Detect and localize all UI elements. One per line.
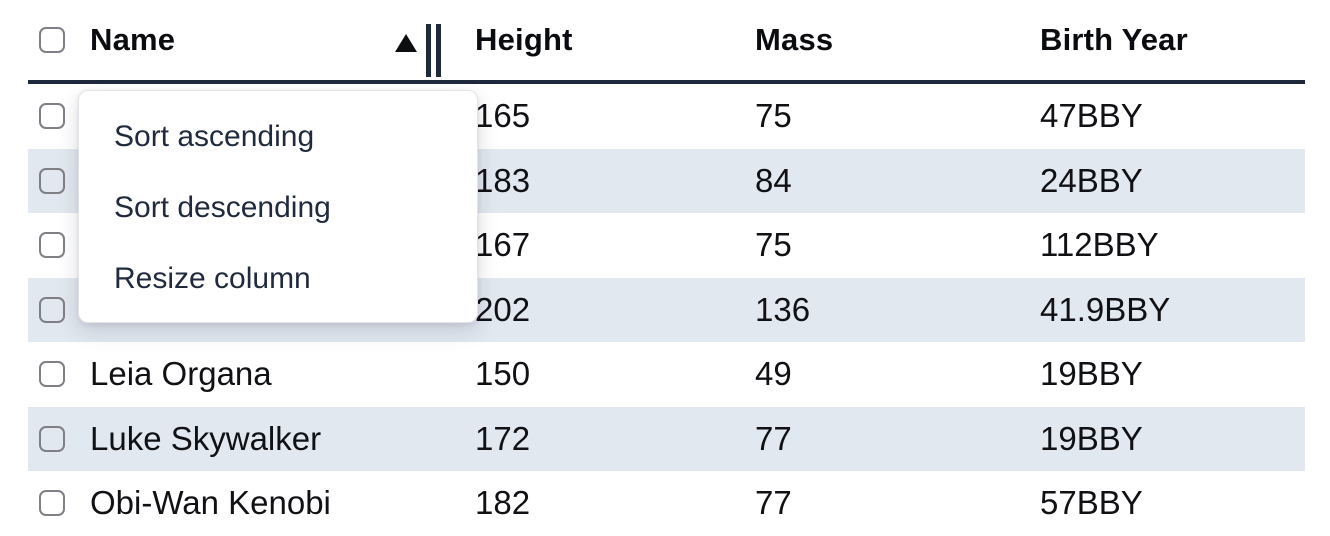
- row-checkbox[interactable]: [39, 425, 65, 452]
- cell-birth-year: 112BBY: [1040, 226, 1159, 264]
- cell-mass: 75: [755, 226, 792, 264]
- column-header-name[interactable]: Name: [90, 0, 475, 80]
- cell-height: 202: [475, 290, 531, 328]
- cell-birth-year: 19BBY: [1040, 419, 1143, 457]
- row-checkbox[interactable]: [39, 361, 65, 388]
- row-checkbox-cell: [28, 278, 90, 343]
- column-resize-handle-icon[interactable]: [426, 24, 441, 77]
- cell-mass: 136: [755, 290, 811, 328]
- table-row: 167 75 112BBY: [28, 213, 1305, 278]
- row-checkbox-cell: [28, 407, 90, 472]
- row-checkbox-cell: [28, 213, 90, 278]
- cell-height: 183: [475, 161, 531, 199]
- column-header-height-label: Height: [475, 22, 573, 57]
- menu-item-resize-column[interactable]: Resize column: [114, 261, 311, 295]
- column-header-height[interactable]: Height: [475, 0, 755, 80]
- column-header-mass-label: Mass: [755, 22, 834, 57]
- cell-mass: 75: [755, 97, 792, 135]
- row-checkbox[interactable]: [39, 167, 65, 194]
- cell-birth-year: 24BBY: [1040, 161, 1143, 199]
- sort-ascending-indicator-icon: [395, 34, 417, 52]
- row-checkbox-cell: [28, 342, 90, 407]
- menu-item-sort-descending[interactable]: Sort descending: [114, 190, 331, 224]
- column-header-mass[interactable]: Mass: [755, 0, 1040, 80]
- table-row: Obi-Wan Kenobi 182 77 57BBY: [28, 471, 1305, 536]
- select-all-checkbox[interactable]: [39, 27, 65, 53]
- table-row: Leia Organa 150 49 19BBY: [28, 342, 1305, 407]
- column-header-birth-year-label: Birth Year: [1040, 22, 1188, 57]
- table-header-row: Name Height Mass Birth Year: [28, 0, 1305, 84]
- cell-birth-year: 57BBY: [1040, 484, 1143, 522]
- row-checkbox-cell: [28, 149, 90, 214]
- cell-height: 182: [475, 484, 531, 522]
- cell-mass: 84: [755, 161, 792, 199]
- menu-item-sort-ascending[interactable]: Sort ascending: [114, 119, 315, 153]
- cell-mass: 77: [755, 419, 792, 457]
- cell-name: Luke Skywalker: [90, 419, 322, 457]
- row-checkbox[interactable]: [39, 296, 65, 323]
- cell-mass: 49: [755, 355, 792, 393]
- cell-birth-year: 19BBY: [1040, 355, 1143, 393]
- cell-height: 167: [475, 226, 531, 264]
- cell-height: 172: [475, 419, 531, 457]
- row-checkbox[interactable]: [39, 232, 65, 259]
- cell-name: Obi-Wan Kenobi: [90, 484, 331, 522]
- header-checkbox-cell: [28, 0, 90, 80]
- cell-birth-year: 41.9BBY: [1040, 290, 1171, 328]
- row-checkbox-cell: [28, 84, 90, 149]
- cell-name: Leia Organa: [90, 355, 272, 393]
- row-checkbox-cell: [28, 471, 90, 536]
- cell-birth-year: 47BBY: [1040, 97, 1143, 135]
- column-header-birth-year[interactable]: Birth Year: [1040, 0, 1305, 80]
- cell-height: 165: [475, 97, 531, 135]
- row-checkbox[interactable]: [39, 103, 65, 130]
- table-row: 165 75 47BBY: [28, 84, 1305, 149]
- cell-height: 150: [475, 355, 531, 393]
- row-checkbox[interactable]: [39, 490, 65, 517]
- column-header-name-label: Name: [90, 22, 176, 57]
- table-row: Luke Skywalker 172 77 19BBY: [28, 406, 1305, 472]
- column-context-menu: Sort ascending Sort descending Resize co…: [78, 90, 478, 323]
- cell-mass: 77: [755, 484, 792, 522]
